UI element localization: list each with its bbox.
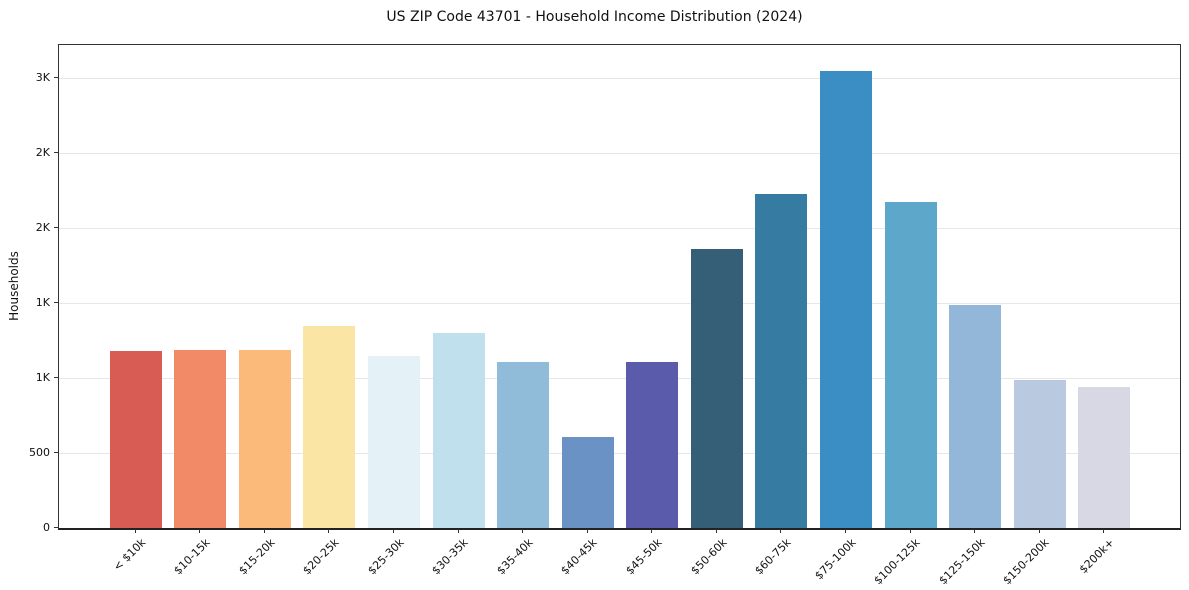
- x-tick-label: $60-75k: [752, 536, 794, 578]
- y-tick-mark: [54, 302, 58, 303]
- bar: [174, 349, 227, 528]
- x-tick-mark: [909, 529, 911, 533]
- bar: [497, 361, 550, 528]
- y-tick-mark: [54, 527, 58, 528]
- x-tick-label: $30-35k: [429, 536, 471, 578]
- y-tick-label: 0: [43, 520, 50, 534]
- x-tick-label: $50-60k: [687, 536, 730, 578]
- bar: [1013, 379, 1066, 528]
- x-tick-mark: [457, 529, 459, 533]
- x-tick-mark: [974, 529, 976, 533]
- bar: [368, 356, 421, 528]
- x-tick-mark: [263, 529, 265, 533]
- bar: [819, 71, 872, 528]
- x-tick-label: $200k+: [1076, 536, 1117, 577]
- gridline: [59, 77, 1180, 79]
- y-tick-label: 3K: [35, 70, 50, 84]
- y-tick-mark: [54, 227, 58, 228]
- x-tick-mark: [1038, 529, 1040, 533]
- x-tick-label: $20-25k: [300, 536, 342, 578]
- bar: [949, 304, 1002, 528]
- x-tick-mark: [1103, 529, 1105, 533]
- x-tick-label: $75-100k: [811, 536, 859, 583]
- gridline: [59, 152, 1180, 154]
- x-tick-label: < $10k: [110, 536, 149, 574]
- x-tick-label: $40-45k: [558, 536, 600, 578]
- plot-area: [58, 44, 1181, 530]
- x-tick-label: $10-15k: [171, 536, 213, 578]
- y-tick-label: 1K: [35, 295, 50, 309]
- gridline: [59, 302, 1180, 304]
- x-tick-mark: [651, 529, 653, 533]
- x-tick-label: $35-40k: [494, 536, 536, 578]
- x-tick-mark: [393, 529, 395, 533]
- x-tick-label: $25-30k: [364, 536, 407, 578]
- x-tick-label: $100-125k: [871, 536, 923, 588]
- y-tick-label: 2K: [35, 220, 50, 234]
- gridline: [59, 452, 1180, 454]
- bar: [755, 194, 808, 528]
- y-axis-label: Households: [7, 251, 21, 321]
- bar: [1078, 387, 1131, 528]
- x-tick-mark: [134, 529, 136, 533]
- x-tick-label: $125-150k: [936, 536, 988, 588]
- x-tick-mark: [586, 529, 588, 533]
- bar: [109, 351, 162, 528]
- gridline: [59, 377, 1180, 379]
- x-tick-mark: [780, 529, 782, 533]
- y-tick-mark: [54, 152, 58, 153]
- y-tick-label: 500: [29, 445, 50, 459]
- x-tick-label: $15-20k: [235, 536, 278, 578]
- y-tick-label: 1K: [35, 370, 50, 384]
- y-tick-mark: [54, 452, 58, 453]
- y-tick-mark: [54, 377, 58, 378]
- x-tick-mark: [199, 529, 201, 533]
- x-tick-label: $150-200k: [1000, 536, 1052, 588]
- y-tick-mark: [54, 77, 58, 78]
- x-tick-label: $45-50k: [623, 536, 665, 578]
- x-tick-mark: [715, 529, 717, 533]
- x-tick-mark: [522, 529, 524, 533]
- chart-title: US ZIP Code 43701 - Household Income Dis…: [386, 9, 803, 25]
- y-tick-label: 2K: [35, 145, 50, 159]
- bar: [690, 249, 743, 528]
- bar: [432, 333, 485, 528]
- bar: [303, 325, 356, 528]
- bar: [626, 361, 679, 528]
- bar: [561, 436, 614, 528]
- bar: [238, 349, 291, 528]
- bar: [884, 201, 937, 528]
- x-tick-mark: [844, 529, 846, 533]
- gridline: [59, 227, 1180, 229]
- x-tick-mark: [328, 529, 330, 533]
